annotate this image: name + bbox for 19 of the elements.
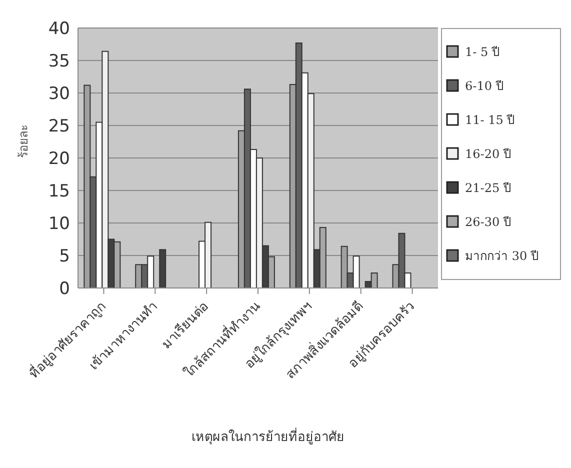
y-tick-label: 20: [48, 149, 70, 170]
legend-label: 21-25 ปี: [465, 180, 512, 197]
y-tick-label: 40: [48, 19, 70, 40]
bar: [159, 249, 166, 288]
y-tick-label: 15: [48, 182, 70, 202]
y-tick-label: 35: [48, 52, 70, 72]
y-tick-label: 5: [59, 246, 70, 267]
y-axis-title: ร้อยละ: [16, 125, 30, 158]
legend-label: 11- 15 ปี: [465, 112, 516, 129]
legend-label: 1- 5 ปี: [465, 44, 500, 61]
y-tick-label: 10: [48, 214, 70, 234]
legend-label: 6-10 ปี: [465, 78, 504, 95]
x-axis-title: เหตุผลในการย้ายที่อยู่อาศัย: [190, 426, 346, 447]
legend-label: มากกว่า 30 ปี: [465, 248, 539, 265]
y-tick-label: 0: [59, 279, 70, 300]
y-tick-label: 25: [48, 116, 70, 137]
legend-label: 16-20 ปี: [465, 146, 512, 163]
y-tick-label: 30: [48, 84, 70, 104]
legend-label: 26-30 ปี: [465, 214, 512, 231]
